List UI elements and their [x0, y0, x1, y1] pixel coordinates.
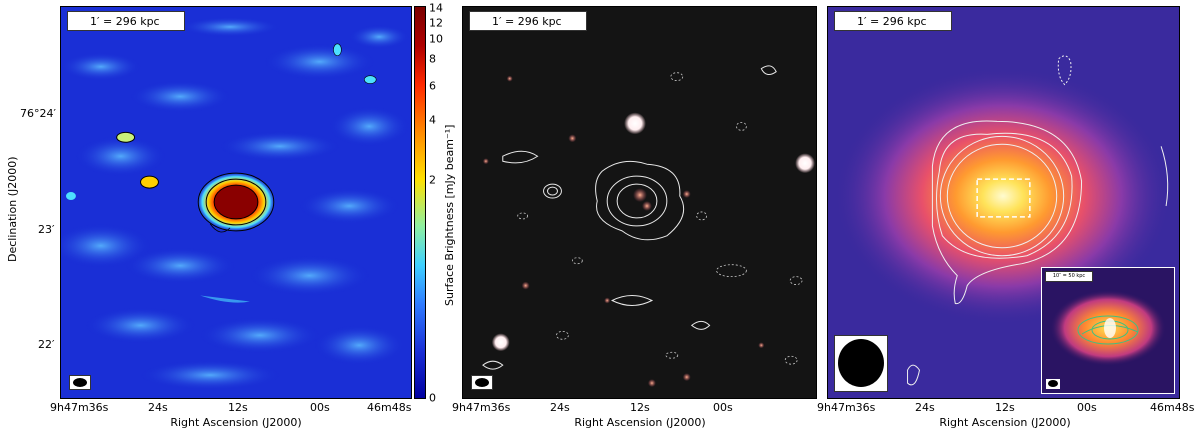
- x-tick-label: 24s: [148, 401, 168, 414]
- x-tick-label: 00s: [713, 401, 733, 414]
- x-tick-label: 24s: [550, 401, 570, 414]
- scale-bar: 1′ = 296 kpc: [469, 11, 587, 31]
- colorbar-tick: 8: [429, 52, 436, 66]
- inset-beam-icon: [1046, 379, 1060, 389]
- x-axis-title: Right Ascension (J2000): [574, 416, 706, 429]
- inset-image: [1050, 290, 1166, 366]
- scale-bar: 1′ = 296 kpc: [834, 11, 952, 31]
- x-tick-label: 9h47m36s: [50, 401, 109, 414]
- x-tick-label: 12s: [630, 401, 650, 414]
- x-tick-label: 46m48s: [1150, 401, 1195, 414]
- y-axis-title: Declination (J2000): [6, 156, 19, 263]
- colorbar-tick: 4: [429, 113, 436, 127]
- xray-image-panel: 1′ = 296 kpc 10″ = 50 kpc: [827, 6, 1180, 399]
- inset-scale-bar: 10″ = 50 kpc: [1045, 271, 1093, 282]
- colorbar-title: Surface Brightness [mJy beam⁻¹]: [443, 124, 456, 306]
- x-tick-label: 46m48s: [367, 401, 412, 414]
- beam-ellipse-icon: [69, 375, 91, 390]
- x-tick-label: 12s: [995, 401, 1015, 414]
- beam-ellipse-icon: [471, 375, 493, 390]
- colorbar: [414, 6, 426, 399]
- x-axis-title: Right Ascension (J2000): [170, 416, 302, 429]
- colorbar-tick: 12: [429, 16, 443, 30]
- radio-map-image: [61, 7, 411, 398]
- x-tick-label: 9h47m36s: [452, 401, 511, 414]
- x-tick-label: 24s: [915, 401, 935, 414]
- y-tick-label: 23′: [38, 223, 55, 236]
- x-tick-label: 00s: [1077, 401, 1097, 414]
- radio-map-panel: 1′ = 296 kpc: [60, 6, 412, 399]
- colorbar-tick: 0: [429, 391, 436, 405]
- x-axis-title: Right Ascension (J2000): [939, 416, 1071, 429]
- y-tick-label: 76°24′: [20, 107, 56, 120]
- y-tick-label: 22′: [38, 338, 55, 351]
- beam-circle-icon: [834, 335, 888, 392]
- x-tick-label: 00s: [310, 401, 330, 414]
- zoom-inset: 10″ = 50 kpc: [1041, 267, 1175, 394]
- colorbar-tick: 14: [429, 1, 443, 15]
- optical-image-panel: 1′ = 296 kpc: [462, 6, 817, 399]
- colorbar-tick: 2: [429, 173, 436, 187]
- colorbar-tick: 10: [429, 32, 443, 46]
- scale-bar: 1′ = 296 kpc: [67, 11, 185, 31]
- optical-image: [463, 7, 816, 398]
- colorbar-tick: 6: [429, 79, 436, 93]
- x-tick-label: 9h47m36s: [817, 401, 876, 414]
- x-tick-label: 12s: [228, 401, 248, 414]
